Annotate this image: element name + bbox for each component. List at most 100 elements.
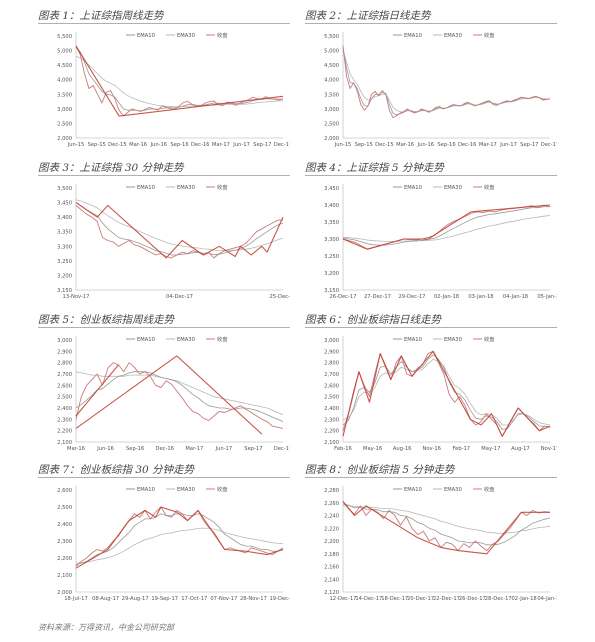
x-tick-label: 02-Jan-18 [434,294,459,300]
trend-line [342,204,551,250]
chart-title: 图表 5：创业板综指周线走势 [38,314,175,326]
chart-panel-3: 图表 3：上证综指 30 分钟走势 3,150 3,200 3,250 3,300 3,3… [38,160,290,310]
x-tick-label: Dec-16 [191,142,210,148]
series-line-ema30 [342,50,550,113]
series-line-ema10 [342,354,551,430]
x-tick-label: Sep-15 [355,142,373,148]
x-tick-label: Jun-16 [417,142,435,148]
legend-label: 收盘 [217,485,227,493]
chart-title: 图表 2：上证综指日线走势 [305,10,431,22]
y-tick-label: 2,600 [57,488,72,494]
x-tick-label: Jun-17 [232,142,250,148]
legend-item: EMA10 [393,33,422,39]
legend-item: 收盘 [206,335,227,343]
x-tick-label: 27-Dec-17 [364,294,391,300]
x-tick-label: Feb-16 [334,446,352,452]
series-line-ema30 [75,199,284,251]
x-tick-label: Dec-17 [274,446,290,452]
x-tick-label: Jun-16 [150,142,168,148]
y-tick-label: 2,700 [57,372,72,378]
legend-label: EMA30 [444,487,462,493]
legend-item: 收盘 [206,31,227,39]
x-tick-label: 12-Dec-17 [330,596,357,602]
series-line-ema30 [75,371,284,416]
x-tick-label: 13-Nov-17 [63,294,90,300]
series-line-ema30 [342,215,551,242]
x-tick-label: 14-Dec-17 [355,596,382,602]
legend-label: EMA30 [444,337,462,343]
y-tick-label: 5,500 [57,34,72,40]
legend-item: EMA30 [166,487,195,493]
x-tick-label: Sep-16 [170,142,188,148]
chart-panel-8: 图表 8：创业板综指 5 分钟走势 2,120 2,140 2,160 2,180 2,2… [305,462,557,612]
chart-svg: 2,000 2,100 2,200 2,300 2,400 2,500 2,600 18-Ju… [57,485,290,602]
legend-label: 收盘 [217,183,227,191]
x-tick-label: Jun-15 [334,142,352,148]
series-line-close [75,45,284,117]
title-rule [305,175,557,176]
x-tick-label: Sep-17 [244,446,262,452]
y-tick-label: 2,200 [324,539,339,545]
trend-line [342,501,550,555]
chart-svg: 2,000 2,500 3,000 3,500 4,000 4,500 5,000 5,500… [57,31,290,148]
trend-line [75,364,119,417]
y-tick-label: 4,500 [324,63,339,69]
chart-svg: 3,150 3,200 3,250 3,300 3,350 3,400 3,450 3,500… [57,183,290,300]
legend-item: 收盘 [206,485,227,493]
legend-label: EMA10 [404,337,422,343]
x-tick-label: 28-Dec-17 [485,596,512,602]
y-tick-label: 2,300 [324,417,339,423]
y-tick-label: 2,220 [324,526,339,532]
series-line-close [75,362,284,429]
y-tick-label: 2,160 [324,565,339,571]
x-tick-label: Nov-17 [541,446,557,452]
y-tick-label: 3,000 [324,338,339,344]
x-tick-label: 29-Aug-17 [122,596,149,602]
y-tick-label: 2,100 [57,440,72,446]
legend-item: EMA30 [433,185,462,191]
y-tick-label: 2,500 [57,395,72,401]
y-tick-label: 3,500 [57,92,72,98]
series-line-close [342,45,551,119]
y-tick-label: 2,500 [324,121,339,127]
y-tick-label: 2,800 [324,361,339,367]
x-tick-label: 29-Dec-17 [399,294,426,300]
x-tick-label: 28-Nov-17 [240,596,267,602]
y-tick-label: 3,000 [57,107,72,113]
legend-label: EMA10 [137,185,155,191]
y-tick-label: 3,150 [57,288,72,294]
x-tick-label: 04-Jan-18 [503,294,528,300]
legend-item: 收盘 [473,183,494,191]
legend-label: 收盘 [484,183,494,191]
y-tick-label: 2,800 [57,361,72,367]
legend-label: 收盘 [484,485,494,493]
series-line-close [342,501,551,552]
chart-title: 图表 1：上证综指周线走势 [38,10,164,22]
chart-svg: 2,100 2,200 2,300 2,400 2,500 2,600 2,700 2,800… [57,335,290,452]
chart-panel-5: 图表 5：创业板综指周线走势 2,100 2,200 2,300 2,400 2,500 2… [38,312,290,462]
legend-item: EMA10 [393,337,422,343]
series-line-ema30 [75,527,284,564]
x-tick-label: 25-Dec-17 [270,294,290,300]
y-tick-label: 5,500 [324,34,339,40]
series-line-close [342,350,551,437]
x-tick-label: 19-Dec-17 [270,596,290,602]
y-tick-label: 2,500 [57,505,72,511]
legend-label: EMA10 [137,33,155,39]
legend-item: EMA30 [166,185,195,191]
trend-line [342,350,551,437]
x-tick-label: 18-Dec-17 [381,596,408,602]
y-tick-label: 2,000 [57,136,72,142]
x-tick-label: Jun-15 [67,142,85,148]
x-tick-label: Jun-17 [215,446,233,452]
y-tick-label: 2,400 [57,406,72,412]
chart-svg: 2,100 2,200 2,300 2,400 2,500 2,600 2,700 2,800… [324,335,557,452]
x-tick-label: 03-Jan-18 [468,294,493,300]
series-line-ema10 [75,202,284,256]
x-tick-label: 07-Nov-17 [210,596,237,602]
x-tick-label: Dec-17 [274,142,290,148]
series-line-ema10 [75,371,284,422]
legend-label: EMA10 [404,33,422,39]
x-tick-label: 18-Jul-17 [64,596,88,602]
y-tick-label: 2,200 [57,429,72,435]
